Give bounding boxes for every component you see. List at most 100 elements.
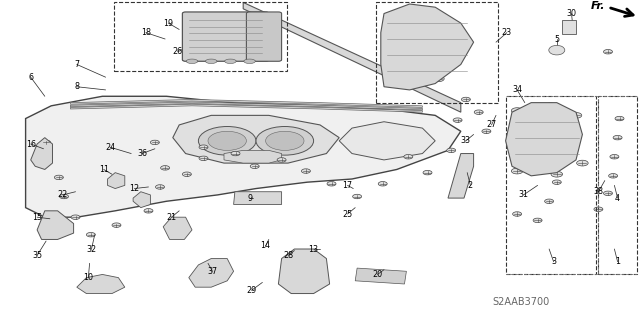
Text: 35: 35 (32, 251, 42, 260)
Circle shape (482, 129, 491, 134)
Circle shape (513, 212, 522, 216)
Text: 29: 29 (246, 286, 257, 295)
Text: 26: 26 (173, 47, 183, 56)
Polygon shape (37, 211, 74, 240)
Circle shape (511, 108, 523, 114)
Circle shape (559, 142, 568, 146)
Text: 2: 2 (468, 181, 473, 190)
Text: 9: 9 (247, 194, 252, 203)
Circle shape (410, 76, 422, 82)
Text: 25: 25 (342, 210, 353, 219)
Text: 4: 4 (615, 194, 620, 203)
Circle shape (474, 110, 483, 115)
Text: 13: 13 (308, 244, 319, 254)
Polygon shape (108, 173, 125, 189)
Circle shape (42, 140, 51, 145)
Polygon shape (77, 274, 125, 293)
FancyBboxPatch shape (182, 12, 269, 61)
Polygon shape (163, 217, 192, 240)
Text: 20: 20 (372, 270, 383, 279)
Circle shape (609, 174, 618, 178)
Text: 38: 38 (593, 187, 604, 196)
Circle shape (562, 123, 571, 127)
Polygon shape (506, 103, 582, 176)
Text: 11: 11 (99, 165, 109, 174)
Ellipse shape (186, 59, 198, 63)
Circle shape (150, 140, 159, 145)
Text: 33: 33 (461, 136, 471, 145)
Circle shape (594, 207, 603, 211)
Text: 31: 31 (518, 190, 529, 199)
Polygon shape (70, 102, 422, 110)
Circle shape (182, 172, 191, 176)
Circle shape (250, 164, 259, 168)
Polygon shape (381, 4, 474, 90)
Circle shape (556, 161, 564, 165)
Circle shape (570, 113, 582, 118)
Circle shape (545, 199, 554, 204)
Text: S2AAB3700: S2AAB3700 (493, 296, 550, 307)
Text: 10: 10 (83, 273, 93, 282)
Text: 32: 32 (86, 244, 97, 254)
Polygon shape (133, 192, 150, 208)
Circle shape (433, 76, 444, 82)
Circle shape (615, 116, 624, 121)
Text: 28: 28 (283, 251, 293, 260)
Circle shape (161, 166, 170, 170)
Circle shape (156, 185, 164, 189)
Circle shape (610, 154, 619, 159)
Text: 6: 6 (28, 73, 33, 82)
Bar (376, 3, 498, 103)
Text: 8: 8 (74, 82, 79, 91)
Polygon shape (224, 150, 282, 163)
Text: 34: 34 (512, 85, 522, 94)
Circle shape (388, 76, 399, 82)
Text: 19: 19 (163, 19, 173, 28)
Ellipse shape (205, 59, 217, 63)
Circle shape (545, 103, 556, 109)
Circle shape (277, 158, 286, 162)
Ellipse shape (548, 45, 564, 55)
Polygon shape (355, 268, 406, 284)
Circle shape (301, 169, 310, 173)
Circle shape (353, 194, 362, 199)
Polygon shape (31, 137, 52, 169)
Polygon shape (278, 249, 330, 293)
Polygon shape (448, 153, 474, 198)
Text: 30: 30 (566, 9, 577, 18)
Text: Fr.: Fr. (590, 1, 605, 11)
Circle shape (60, 194, 68, 199)
Circle shape (404, 154, 413, 159)
Circle shape (577, 160, 588, 166)
Circle shape (449, 23, 460, 29)
Circle shape (327, 182, 336, 186)
Circle shape (199, 145, 208, 149)
Polygon shape (26, 96, 461, 217)
Circle shape (388, 17, 399, 23)
Circle shape (552, 180, 561, 184)
Text: 17: 17 (342, 181, 353, 190)
Text: 18: 18 (141, 28, 151, 37)
Circle shape (461, 97, 470, 102)
Text: 23: 23 (502, 28, 512, 37)
Circle shape (208, 131, 246, 150)
Circle shape (86, 233, 95, 237)
Text: 27: 27 (486, 120, 497, 130)
Polygon shape (339, 122, 435, 160)
Circle shape (378, 182, 387, 186)
Circle shape (551, 171, 563, 177)
Bar (598, 96, 637, 274)
Text: 3: 3 (551, 257, 556, 266)
Polygon shape (173, 115, 339, 163)
Ellipse shape (225, 59, 236, 63)
Polygon shape (70, 100, 422, 108)
Ellipse shape (244, 59, 255, 63)
Circle shape (453, 118, 462, 122)
Circle shape (112, 223, 121, 227)
Circle shape (231, 151, 240, 156)
Bar (562, 20, 576, 34)
Circle shape (256, 127, 314, 155)
Circle shape (54, 175, 63, 180)
Text: 12: 12 (129, 184, 140, 193)
Text: 14: 14 (260, 241, 271, 250)
